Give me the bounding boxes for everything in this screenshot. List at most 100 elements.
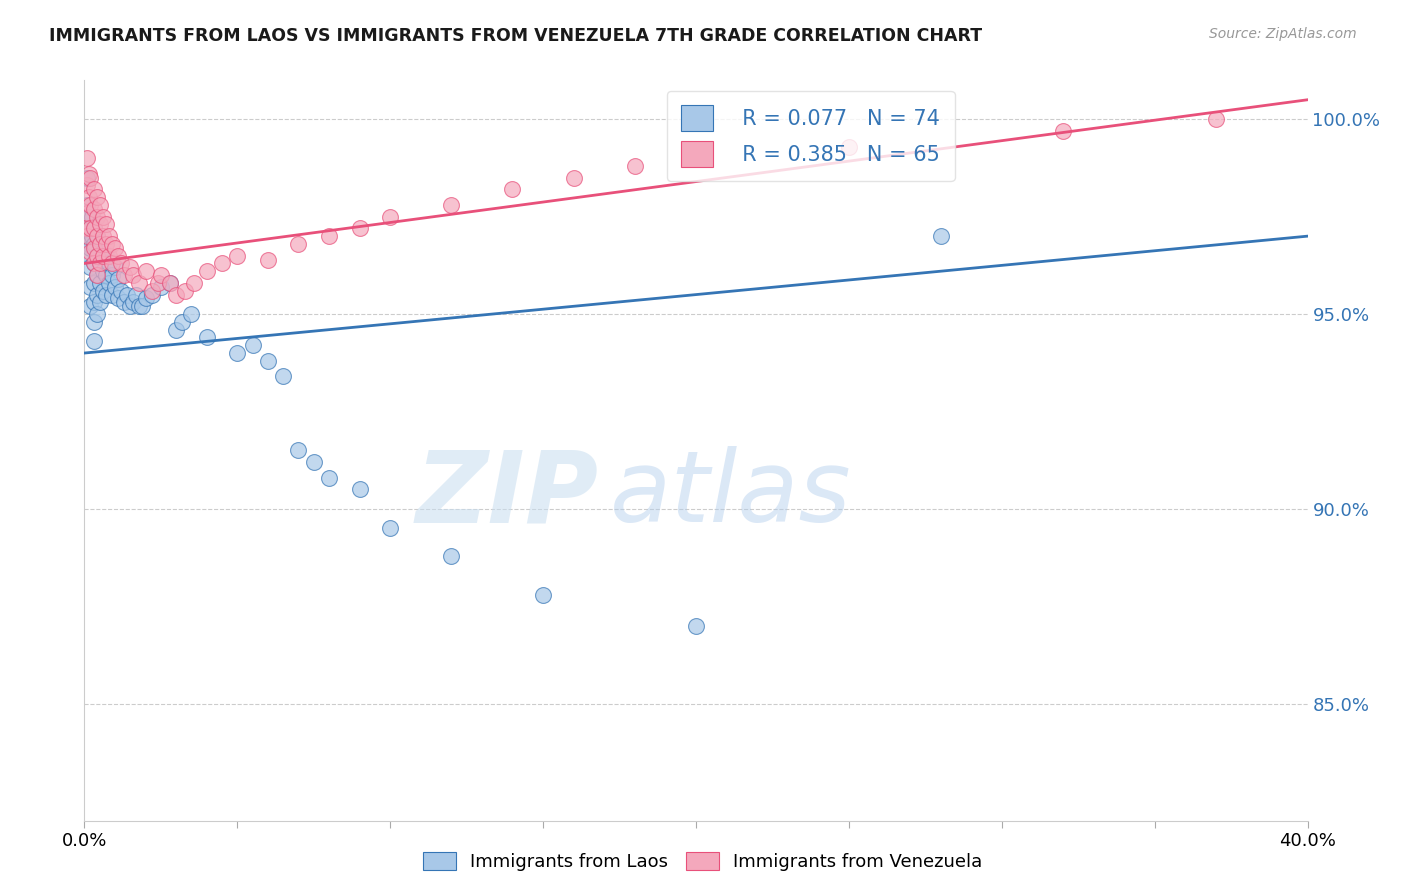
Point (1052, 124, 1074, 138)
Point (86, 307, 108, 321)
Point (685, 151, 707, 165)
Point (91, 210, 114, 224)
Point (624, 159, 647, 173)
Point (76, 221, 98, 235)
Point (211, 256, 233, 270)
Point (76, 170, 98, 185)
Point (302, 455, 325, 469)
Point (75, 221, 97, 235)
Point (349, 221, 371, 235)
Point (83, 221, 105, 235)
Point (83, 315, 105, 329)
Point (101, 256, 124, 270)
Point (86, 249, 108, 263)
Point (89, 256, 111, 270)
Point (242, 338, 264, 352)
Point (107, 272, 129, 286)
Point (120, 299, 142, 313)
Point (79, 241, 101, 255)
Point (101, 287, 124, 301)
Point (80, 210, 103, 224)
Text: ZIP: ZIP (415, 446, 598, 543)
Point (86, 229, 108, 244)
Point (125, 287, 148, 301)
Point (226, 346, 249, 360)
Text: Source: ZipAtlas.com: Source: ZipAtlas.com (1209, 27, 1357, 41)
Point (94, 268, 117, 282)
Point (380, 521, 402, 535)
Point (104, 260, 127, 275)
Point (86, 268, 108, 282)
Point (122, 295, 145, 310)
Point (86, 210, 108, 224)
Point (83, 202, 105, 216)
Point (183, 276, 205, 290)
Point (107, 292, 129, 306)
Text: IMMIGRANTS FROM LAOS VS IMMIGRANTS FROM VENEZUELA 7TH GRADE CORRELATION CHART: IMMIGRANTS FROM LAOS VS IMMIGRANTS FROM … (49, 27, 983, 45)
Point (104, 241, 127, 255)
Point (101, 268, 124, 282)
Point (76, 249, 98, 263)
Point (180, 307, 202, 321)
Point (94, 287, 117, 301)
Point (318, 229, 340, 244)
Point (838, 139, 860, 153)
Point (86, 268, 108, 282)
Point (141, 287, 163, 301)
Point (83, 236, 105, 251)
Point (76, 151, 98, 165)
Point (94, 249, 117, 263)
Point (94, 236, 117, 251)
Point (83, 276, 105, 290)
Point (79, 260, 101, 275)
Point (91, 284, 114, 298)
Point (115, 287, 138, 301)
Point (531, 588, 554, 602)
Point (83, 241, 105, 255)
Point (159, 276, 181, 290)
Point (76, 178, 98, 193)
Point (149, 268, 172, 282)
Point (112, 295, 135, 310)
Point (110, 284, 132, 298)
Point (349, 483, 371, 497)
Point (929, 229, 952, 244)
Point (86, 249, 108, 263)
Point (89, 218, 111, 232)
Point (104, 280, 127, 294)
Point (195, 330, 218, 344)
Point (83, 295, 105, 310)
Point (79, 244, 101, 259)
Point (287, 236, 309, 251)
Point (94, 218, 117, 232)
Point (91, 244, 114, 259)
Point (440, 549, 463, 563)
Point (97, 256, 120, 270)
Point (135, 292, 157, 306)
Point (77, 190, 100, 204)
Point (89, 276, 111, 290)
Point (271, 369, 294, 384)
Point (91, 229, 114, 244)
Point (97, 229, 120, 244)
Point (89, 295, 111, 310)
Point (97, 276, 120, 290)
Text: atlas: atlas (610, 446, 852, 543)
Point (149, 280, 172, 294)
Point (77, 236, 100, 251)
Point (79, 299, 101, 313)
Point (122, 268, 145, 282)
Point (77, 167, 100, 181)
Point (172, 315, 194, 329)
Point (83, 256, 105, 270)
Point (128, 299, 150, 313)
Point (86, 229, 108, 244)
Legend:   R = 0.077   N = 74,   R = 0.385   N = 65: R = 0.077 N = 74, R = 0.385 N = 65 (666, 91, 955, 181)
Point (502, 182, 524, 196)
Point (97, 249, 120, 263)
Point (75, 221, 97, 235)
Point (1205, 112, 1227, 127)
Point (76, 236, 98, 251)
Point (89, 236, 111, 251)
Point (80, 229, 103, 244)
